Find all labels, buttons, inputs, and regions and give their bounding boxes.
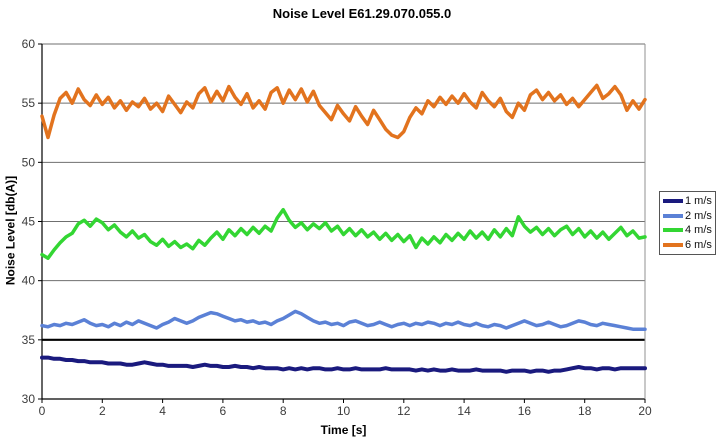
- x-tick-label: 10: [337, 404, 351, 418]
- x-tick-label: 0: [39, 404, 46, 418]
- series-line-2ms: [40, 309, 647, 331]
- legend-item: 4 m/s: [663, 224, 715, 236]
- series-line-1ms: [40, 355, 647, 374]
- x-axis-title: Time [s]: [320, 423, 367, 437]
- x-tick-label: 20: [638, 404, 652, 418]
- legend-label: 2 m/s: [685, 209, 712, 222]
- legend-item: 1 m/s: [663, 195, 715, 207]
- x-tick-label: 14: [457, 404, 471, 418]
- x-tick-label: 4: [159, 404, 166, 418]
- y-tick-label: 50: [22, 155, 36, 169]
- legend-label: 4 m/s: [685, 224, 712, 237]
- x-tick-label: 18: [578, 404, 592, 418]
- y-tick-label: 55: [22, 96, 36, 110]
- x-tick-label: 2: [99, 404, 106, 418]
- legend-label: 1 m/s: [685, 195, 712, 208]
- y-tick-label: 40: [22, 274, 36, 288]
- y-tick-label: 60: [22, 37, 36, 51]
- y-tick-label: 35: [22, 333, 36, 347]
- legend-label: 6 m/s: [685, 238, 712, 251]
- chart-title: Noise Level E61.29.070.055.0: [272, 6, 452, 21]
- legend-swatch: [663, 213, 683, 218]
- legend-swatch: [663, 199, 683, 204]
- legend: 1 m/s 2 m/s 4 m/s 6 m/s: [659, 191, 716, 255]
- x-tick-label: 6: [220, 404, 227, 418]
- legend-swatch: [663, 228, 683, 233]
- legend-swatch: [663, 242, 683, 247]
- series-line-6ms: [40, 83, 647, 140]
- y-axis-title: Noise Level [db(A)]: [3, 175, 18, 286]
- legend-item: 2 m/s: [663, 210, 715, 222]
- legend-item: 6 m/s: [663, 239, 715, 251]
- x-tick-label: 12: [397, 404, 411, 418]
- y-tick-label: 30: [22, 392, 36, 406]
- y-tick-label: 45: [22, 215, 36, 229]
- x-tick-label: 16: [518, 404, 532, 418]
- x-tick-label: 8: [280, 404, 287, 418]
- series-line-4ms: [40, 207, 647, 260]
